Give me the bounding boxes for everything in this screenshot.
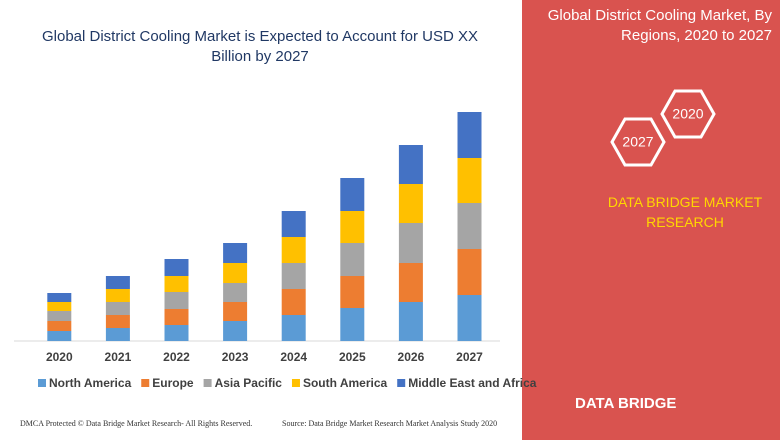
hexagon <box>610 117 666 167</box>
bar-segment <box>398 302 423 341</box>
bar-segment <box>398 145 423 184</box>
bar-segment <box>340 308 365 341</box>
legend-label: Asia Pacific <box>215 376 283 390</box>
bar-segment <box>457 249 482 295</box>
x-tick-label: 2022 <box>163 350 190 364</box>
bar-segment <box>47 331 72 341</box>
legend-label: Middle East and Africa <box>408 376 537 390</box>
bar-segment <box>281 211 306 237</box>
bar-segment <box>457 203 482 249</box>
bar-segment <box>47 311 72 321</box>
bar-segment <box>223 302 248 321</box>
bar-segment <box>281 289 306 315</box>
bar-segment <box>223 321 248 341</box>
copyright: DMCA Protected © Data Bridge Market Rese… <box>20 419 253 428</box>
bar-segment <box>398 184 423 223</box>
x-tick-label: 2023 <box>222 350 249 364</box>
bar-segment <box>340 178 365 211</box>
bar-segment <box>281 315 306 341</box>
hexagon-label: 2020 <box>672 106 703 122</box>
legend-label: South America <box>303 376 388 390</box>
bar-segment <box>223 263 248 283</box>
legend-swatch <box>203 379 212 387</box>
legend-label: North America <box>49 376 132 390</box>
bar-segment <box>164 325 189 341</box>
chart-title: Global District Cooling Market is Expect… <box>41 28 478 65</box>
bar-segment <box>340 243 365 276</box>
bar-segment <box>281 263 306 289</box>
bar-segment <box>398 223 423 263</box>
x-tick-label: 2024 <box>280 350 307 364</box>
bar-segment <box>223 243 248 263</box>
legend-swatch <box>141 379 150 387</box>
side-panel-bg <box>522 0 780 440</box>
bar-segment <box>47 321 72 331</box>
x-tick-label: 2026 <box>398 350 425 364</box>
bar-segment <box>340 276 365 308</box>
x-tick-label: 2027 <box>456 350 483 364</box>
legend-swatch <box>291 379 300 387</box>
bar-segment <box>105 289 130 302</box>
bar-segment <box>164 309 189 325</box>
bar-segment <box>105 315 130 328</box>
bar-segment <box>105 302 130 315</box>
bar-segment <box>105 328 130 341</box>
hexagon-label: 2027 <box>622 134 653 150</box>
bar-segment <box>457 295 482 341</box>
bar-segment <box>398 263 423 302</box>
side-title: Global District Cooling Market, By Regio… <box>547 7 772 44</box>
bar-segment <box>105 276 130 289</box>
legend-swatch <box>38 379 46 387</box>
x-tick-label: 2020 <box>46 350 73 364</box>
hexagon <box>660 89 716 139</box>
bar-segment <box>281 237 306 263</box>
bar-segment <box>47 293 72 302</box>
legend-label: Europe <box>152 376 194 390</box>
bar-segment <box>457 158 482 203</box>
bar-segment <box>223 283 248 302</box>
source: Source: Data Bridge Market Research Mark… <box>282 419 498 428</box>
legend-swatch <box>397 379 406 387</box>
bar-segment <box>340 211 365 243</box>
x-tick-label: 2025 <box>339 350 366 364</box>
x-tick-label: 2021 <box>105 350 132 364</box>
brand: DATA BRIDGE MARKET RESEARCH <box>607 194 763 230</box>
bar-segment <box>457 112 482 158</box>
logo-bg <box>532 395 780 440</box>
bar-segment <box>164 259 189 276</box>
bar-segment <box>164 292 189 309</box>
logo-text: DATA BRIDGE <box>575 395 676 412</box>
bar-segment <box>164 276 189 292</box>
bar-segment <box>47 302 72 311</box>
